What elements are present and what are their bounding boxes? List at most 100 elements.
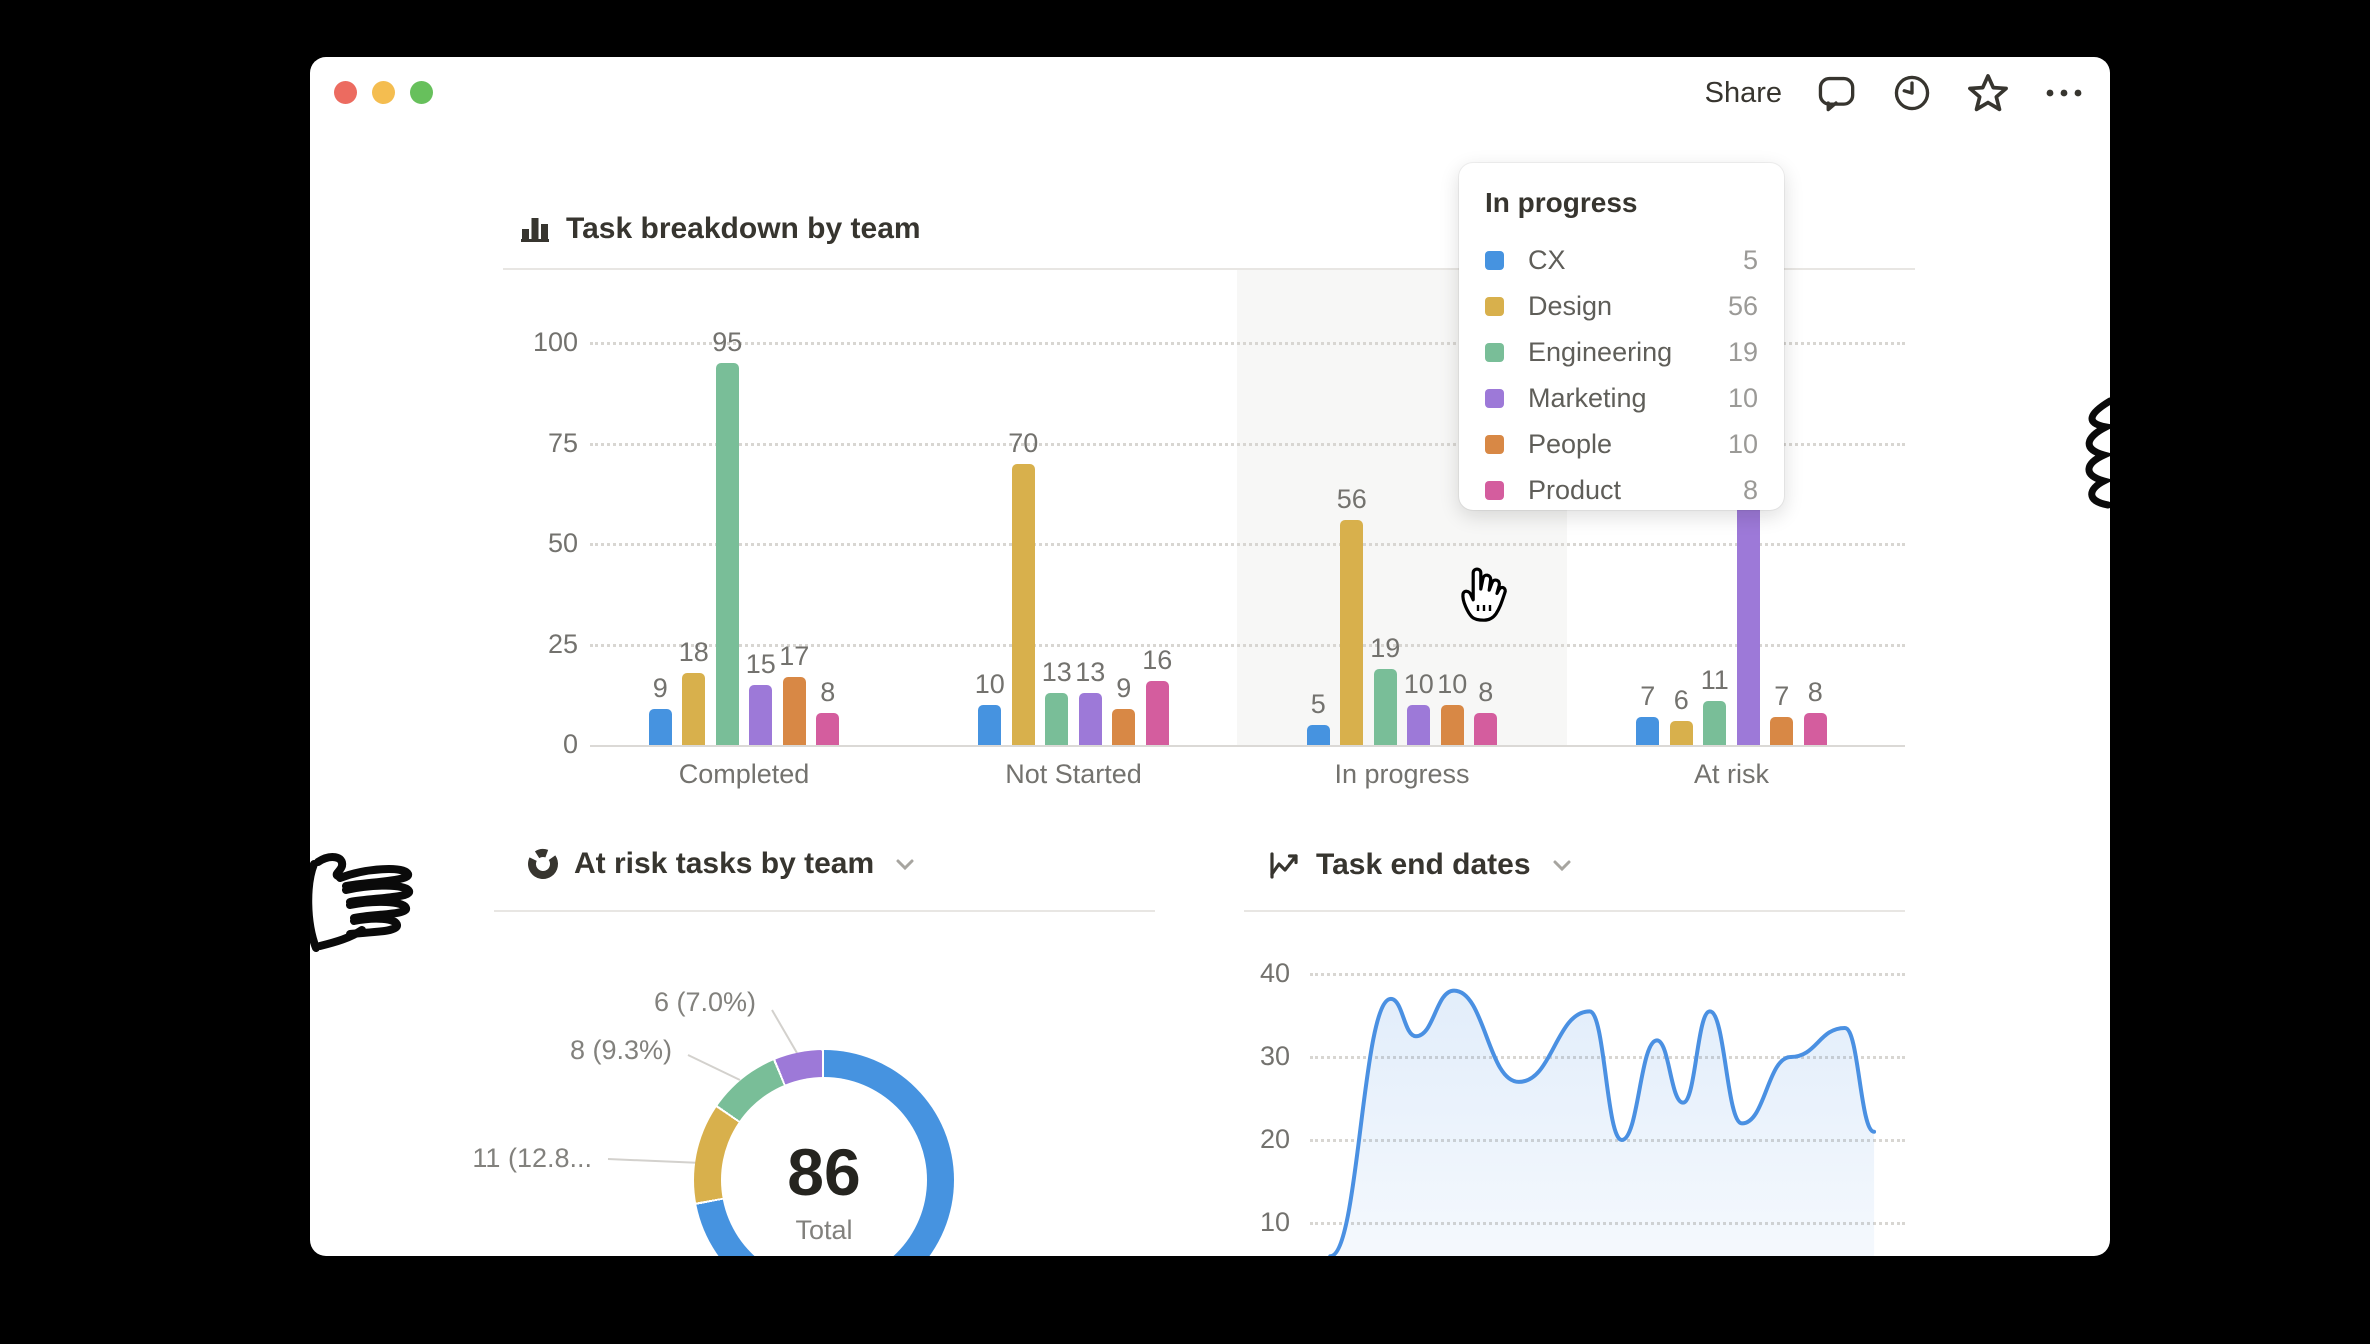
tooltip-row-value: 56 [1727, 290, 1758, 321]
bar-completed-marketing[interactable] [749, 684, 773, 745]
bar-at-risk-cx[interactable] [1636, 716, 1660, 745]
bar-value-label: 8 [1478, 676, 1494, 707]
comment-icon[interactable] [1814, 71, 1858, 115]
bar-completed-product[interactable] [816, 712, 840, 745]
zoom-button[interactable] [410, 81, 433, 104]
x-axis-baseline [590, 745, 1905, 747]
tooltip-row: Product 8 [1485, 467, 1758, 513]
tooltip-row-label: CX [1528, 244, 1566, 275]
gridline [590, 442, 1905, 446]
x-axis-label: At risk [1693, 759, 1769, 789]
legend-swatch [1485, 480, 1504, 500]
hand-doodle [310, 853, 414, 952]
pointer-cursor [1461, 567, 1507, 622]
bar-value-label: 10 [1403, 668, 1434, 699]
y-tick-label: 25 [547, 628, 578, 659]
donut-center: 86 Total [694, 1137, 954, 1246]
bar-not-started-engineering[interactable] [1045, 692, 1069, 745]
bar-completed-design[interactable] [682, 672, 706, 745]
bar-in-progress-cx[interactable] [1306, 724, 1330, 745]
bar-value-label: 95 [712, 327, 743, 358]
chevron-down-icon[interactable] [1549, 852, 1575, 878]
tooltip-row-value: 8 [1742, 474, 1758, 505]
star-icon[interactable] [1966, 71, 2010, 115]
bar-value-label: 7 [1640, 680, 1656, 711]
tooltip-row: Design 56 [1485, 283, 1758, 329]
bar-chart-title-row: Task breakdown by team [518, 212, 921, 246]
legend-swatch [1485, 434, 1504, 454]
bar-value-label: 13 [1075, 656, 1106, 687]
bar-not-started-marketing[interactable] [1078, 692, 1102, 745]
bar-at-risk-people[interactable] [1770, 716, 1794, 745]
tooltip-row-label: Design [1528, 290, 1613, 321]
donut-slice-label: 6 (7.0%) [653, 987, 756, 1017]
topbar-actions: Share [1705, 71, 2086, 115]
bar-not-started-product[interactable] [1145, 680, 1169, 745]
tooltip-row: People 10 [1485, 421, 1758, 467]
donut-slice-label: 8 (9.3%) [569, 1035, 672, 1065]
clock-icon[interactable] [1890, 71, 1934, 115]
bar-value-label: 8 [820, 676, 836, 707]
bar-completed-engineering[interactable] [715, 363, 739, 745]
donut-leader-lines [607, 1009, 798, 1164]
bar-value-label: 19 [1370, 632, 1401, 663]
minimize-button[interactable] [372, 81, 395, 104]
app-window: Share Task breakdown by team 0 25 50 75 100 C… [310, 57, 2110, 1256]
line-chart-title: Task end dates [1316, 848, 1531, 881]
bar-not-started-design[interactable] [1011, 463, 1035, 745]
bar-in-progress-design[interactable] [1340, 519, 1364, 745]
line-chart-curve [1328, 988, 1877, 1256]
bar-value-label: 15 [745, 648, 776, 679]
tooltip-row-value: 5 [1742, 244, 1758, 275]
y-tick-label: 40 [1259, 958, 1290, 988]
y-tick-label: 20 [1259, 1124, 1290, 1154]
tooltip-row-value: 10 [1727, 382, 1758, 413]
bar-completed-people[interactable] [782, 676, 806, 745]
bar-not-started-cx[interactable] [978, 704, 1002, 745]
bar-value-label: 9 [1116, 672, 1132, 703]
gridline [1310, 1056, 1905, 1059]
leader-line [607, 1158, 703, 1164]
y-tick-label: 50 [547, 528, 578, 558]
donut-slice-label: 11 (12.8... [472, 1143, 592, 1173]
bar-value-label: 10 [1437, 668, 1468, 699]
bar-at-risk-design[interactable] [1669, 720, 1693, 745]
tooltip-row-value: 10 [1727, 428, 1758, 459]
bar-value-label: 56 [1336, 483, 1367, 514]
more-icon[interactable] [2042, 71, 2086, 115]
legend-swatch [1485, 250, 1504, 270]
y-tick-label: 75 [547, 427, 578, 458]
bar-value-label: 70 [1008, 427, 1039, 458]
bar-value-label: 7 [1774, 680, 1790, 711]
donut-total-label: Total [795, 1215, 853, 1245]
tooltip-row-label: Product [1528, 474, 1622, 505]
share-button[interactable]: Share [1704, 77, 1782, 109]
chevron-down-icon[interactable] [892, 851, 918, 877]
bar-at-risk-engineering[interactable] [1703, 700, 1727, 745]
bar-in-progress-product[interactable] [1474, 712, 1498, 745]
donut-chart-title-row: At risk tasks by team [526, 847, 918, 881]
tooltip-row: Marketing 10 [1485, 375, 1758, 421]
y-tick-label: 0 [562, 729, 578, 759]
tooltip-row-value: 19 [1727, 336, 1758, 367]
y-tick-label: 10 [1259, 1207, 1290, 1237]
bar-value-label: 17 [779, 640, 810, 671]
donut-chart-title: At risk tasks by team [574, 847, 875, 880]
bar-at-risk-product[interactable] [1803, 712, 1827, 745]
bar-in-progress-engineering[interactable] [1373, 668, 1397, 745]
tooltip-row-label: Marketing [1528, 382, 1647, 413]
donut-chart-icon [528, 849, 558, 879]
tooltip-row-label: People [1528, 428, 1613, 459]
bar-value-label: 18 [678, 636, 709, 667]
bar-not-started-people[interactable] [1112, 708, 1136, 745]
close-button[interactable] [334, 81, 357, 104]
y-tick-label: 30 [1259, 1041, 1290, 1071]
bar-in-progress-marketing[interactable] [1407, 704, 1431, 745]
tooltip-row: Engineering 19 [1485, 329, 1758, 375]
tooltip-row: CX 5 [1485, 237, 1758, 283]
legend-swatch [1485, 296, 1504, 316]
bar-chart-icon [521, 218, 549, 242]
bar-completed-cx[interactable] [648, 708, 672, 745]
bar-in-progress-people[interactable] [1440, 704, 1464, 745]
